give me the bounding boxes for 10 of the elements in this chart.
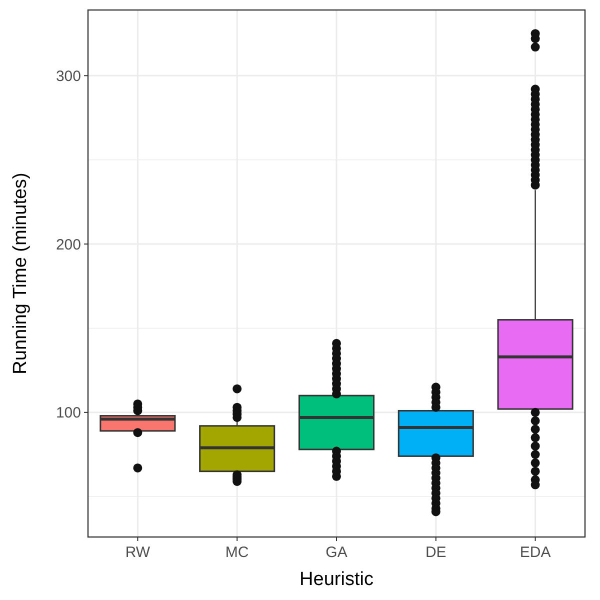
y-axis-title: Running Time (minutes) bbox=[10, 172, 31, 374]
x-tick-label: RW bbox=[125, 544, 151, 561]
y-tick-label: 200 bbox=[56, 236, 81, 254]
x-tick-label: GA bbox=[326, 544, 348, 561]
x-tick-label: DE bbox=[425, 544, 446, 561]
y-tick-label: 300 bbox=[56, 68, 81, 85]
y-tick-label: 100 bbox=[56, 404, 81, 422]
x-axis-title: Heuristic bbox=[300, 569, 374, 590]
x-tick-label: MC bbox=[225, 544, 249, 561]
x-tick-label: EDA bbox=[520, 544, 551, 561]
